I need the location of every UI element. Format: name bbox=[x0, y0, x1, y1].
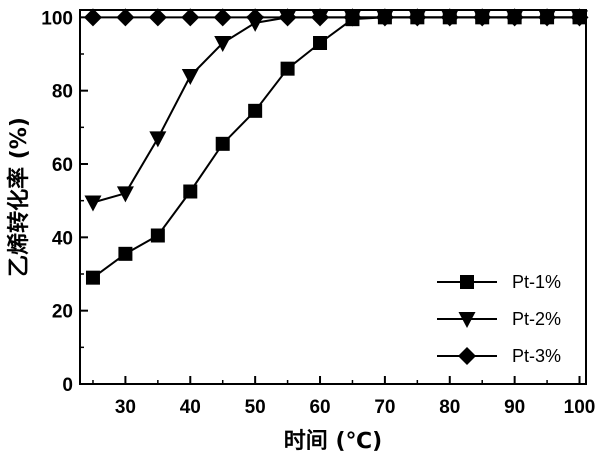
series-2-point bbox=[149, 131, 167, 148]
series-3-point bbox=[408, 8, 427, 27]
series-3-point bbox=[311, 8, 330, 27]
series-3-point bbox=[181, 8, 200, 27]
y-tick-label: 20 bbox=[52, 302, 73, 323]
legend-marker-3 bbox=[458, 347, 476, 365]
series-1-point bbox=[150, 228, 165, 243]
axes: 30 40 50 60 70 80 90 100 0 20 40 60 80 100 bbox=[41, 8, 595, 418]
y-tick-label: 100 bbox=[41, 8, 73, 29]
series-3-point bbox=[83, 8, 102, 27]
series-3-point bbox=[505, 8, 524, 27]
series-3-point bbox=[473, 8, 492, 27]
series-3-point bbox=[343, 8, 362, 27]
x-axis-title: 时间 (℃) bbox=[284, 429, 382, 454]
series-2-point bbox=[214, 36, 232, 52]
series-line-1 bbox=[92, 16, 580, 279]
series-2-point bbox=[84, 195, 102, 212]
x-tick-label: 50 bbox=[245, 397, 266, 418]
legend: Pt-1% Pt-2% Pt-3% bbox=[437, 272, 561, 366]
y-tick-label: 80 bbox=[52, 82, 73, 103]
legend-marker-1 bbox=[460, 275, 474, 289]
x-tick-label: 100 bbox=[564, 397, 596, 418]
series-1-point bbox=[85, 270, 100, 285]
series-3-point bbox=[246, 8, 265, 27]
series-3-point bbox=[148, 8, 167, 27]
legend-marker-2 bbox=[458, 312, 476, 328]
series-3-point bbox=[278, 8, 297, 27]
x-tick-label: 40 bbox=[180, 397, 201, 418]
series-line-2 bbox=[92, 16, 580, 204]
series-1-point bbox=[215, 136, 230, 151]
x-tick-label: 60 bbox=[309, 397, 330, 418]
series-3-point bbox=[116, 8, 135, 27]
series-1-point bbox=[248, 103, 263, 118]
series-2-point bbox=[116, 186, 134, 203]
x-tick-label: 30 bbox=[115, 397, 136, 418]
x-tick-label: 90 bbox=[504, 397, 525, 418]
series-1-point bbox=[280, 61, 295, 76]
legend-entry-2: Pt-2% bbox=[512, 309, 561, 329]
plot-area bbox=[83, 8, 589, 285]
series-1-point bbox=[313, 36, 328, 50]
y-tick-label: 60 bbox=[52, 155, 73, 176]
series-3-point bbox=[538, 8, 557, 27]
series-2-point bbox=[181, 69, 199, 85]
series-3-point bbox=[440, 8, 459, 27]
series-3-point bbox=[375, 8, 394, 27]
y-tick-label: 40 bbox=[52, 228, 73, 249]
y-tick-label: 0 bbox=[62, 375, 73, 396]
y-axis-title: 乙烯转化率 (%) bbox=[6, 117, 32, 277]
legend-entry-1: Pt-1% bbox=[512, 272, 561, 292]
series-3-point bbox=[570, 8, 589, 27]
x-tick-label: 70 bbox=[374, 397, 395, 418]
series-1-point bbox=[118, 246, 133, 261]
series-1-point bbox=[183, 184, 198, 199]
x-tick-label: 80 bbox=[439, 397, 460, 418]
plot-frame bbox=[79, 9, 587, 385]
series-3-point bbox=[213, 8, 232, 27]
legend-entry-3: Pt-3% bbox=[512, 346, 561, 366]
